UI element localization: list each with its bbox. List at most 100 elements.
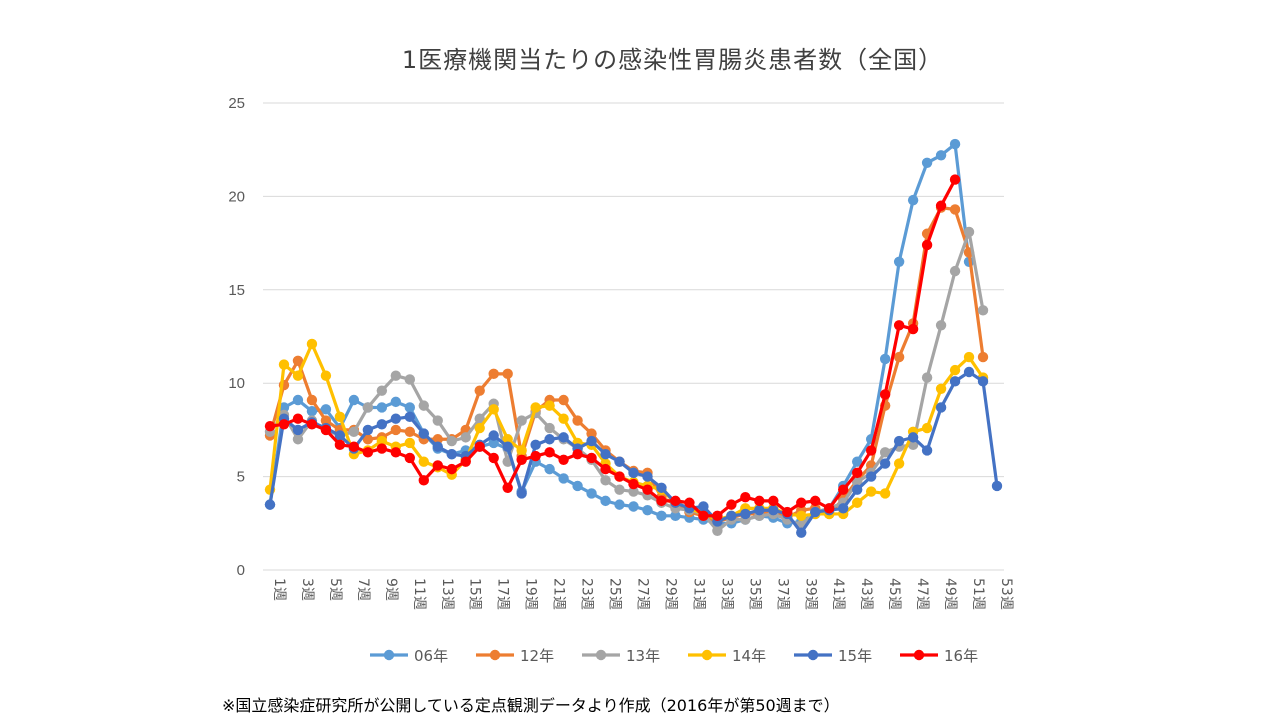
data-point: [390, 396, 402, 408]
data-point: [544, 400, 555, 411]
legend-marker-icon: [913, 649, 925, 661]
data-point: [320, 415, 332, 426]
series-5: [264, 366, 1003, 538]
x-tick-label: 31週: [690, 578, 706, 610]
data-point: [907, 432, 919, 443]
data-point: [432, 415, 443, 426]
data-point: [292, 434, 304, 445]
data-point: [949, 138, 961, 150]
data-point: [600, 463, 611, 475]
data-point: [474, 422, 485, 434]
data-point: [516, 454, 527, 465]
data-point: [935, 402, 947, 413]
data-point: [614, 499, 625, 510]
data-point: [614, 484, 625, 495]
data-point: [432, 441, 443, 452]
data-point: [754, 495, 765, 507]
data-point: [977, 305, 989, 316]
x-tick-label: 19週: [523, 578, 539, 610]
data-point: [963, 366, 975, 378]
footnote: ※国立感染症研究所が公開している定点観測データより作成（2016年が第50週まで…: [222, 696, 840, 715]
legend-item: 13年: [582, 647, 660, 665]
data-point: [670, 510, 681, 522]
x-tick-label: 3週: [299, 578, 315, 601]
data-point: [824, 503, 835, 514]
data-point: [446, 463, 457, 475]
x-tick-label: 9週: [383, 578, 399, 601]
data-point: [698, 501, 709, 512]
data-point: [586, 488, 597, 499]
x-tick-label: 17週: [495, 578, 511, 610]
y-tick-label: 5: [237, 469, 245, 486]
data-point: [879, 447, 891, 458]
data-point: [586, 435, 597, 447]
data-point: [558, 473, 569, 484]
data-point: [432, 434, 443, 445]
legend: 06年 12年 13年 14年 15年 16年: [370, 647, 978, 665]
data-point: [544, 463, 555, 475]
data-point: [362, 424, 374, 436]
data-point: [376, 402, 388, 413]
legend-marker-icon: [595, 649, 607, 661]
data-point: [502, 434, 513, 445]
data-point: [558, 413, 569, 424]
data-point: [558, 432, 569, 443]
data-point: [893, 320, 905, 331]
x-tick-label: 53週: [998, 578, 1014, 610]
data-point: [362, 434, 374, 445]
data-point: [949, 376, 961, 387]
data-point: [921, 372, 933, 383]
y-tick-label: 15: [228, 282, 245, 299]
data-point: [628, 501, 639, 512]
data-point: [544, 434, 555, 445]
data-point: [264, 420, 276, 432]
data-point: [488, 430, 499, 441]
data-point: [600, 475, 611, 486]
data-point: [851, 484, 863, 495]
data-point: [879, 488, 891, 499]
data-point: [754, 505, 765, 516]
data-point: [418, 475, 429, 486]
data-point: [376, 443, 388, 454]
y-axis-ticks: 0 5 10 15 20 25: [228, 95, 245, 579]
data-point: [572, 415, 583, 426]
x-tick-label: 45週: [886, 578, 902, 610]
data-point: [740, 491, 751, 503]
data-point: [796, 497, 807, 508]
data-point: [879, 458, 891, 469]
data-point: [418, 400, 429, 411]
data-point: [404, 374, 416, 385]
x-tick-label: 51週: [970, 578, 986, 610]
y-tick-label: 25: [228, 95, 245, 112]
data-point: [320, 370, 332, 381]
data-point: [418, 428, 429, 439]
data-point: [446, 448, 457, 460]
data-point: [893, 351, 905, 363]
data-point: [292, 394, 304, 406]
data-point: [963, 351, 975, 363]
chart-title: 1医療機関当たりの感染性胃腸炎患者数（全国）: [401, 46, 944, 74]
x-tick-label: 21週: [551, 578, 567, 610]
y-tick-label: 10: [228, 375, 245, 392]
data-point: [418, 456, 429, 467]
data-point: [935, 150, 947, 161]
data-point: [921, 239, 933, 251]
legend-marker-icon: [489, 649, 501, 661]
data-point: [362, 447, 374, 458]
data-point: [600, 448, 611, 460]
data-point: [488, 452, 499, 464]
data-point: [879, 353, 891, 365]
data-point: [558, 454, 569, 465]
data-point: [306, 419, 318, 430]
data-point: [278, 419, 290, 430]
data-point: [292, 355, 304, 366]
data-point: [949, 174, 961, 185]
data-point: [404, 402, 416, 413]
legend-label: 14年: [732, 647, 766, 665]
legend-label: 13年: [626, 647, 660, 665]
data-point: [516, 445, 527, 456]
legend-label: 06年: [414, 647, 448, 665]
x-tick-label: 11週: [411, 578, 427, 610]
data-point: [935, 383, 947, 395]
data-point: [907, 194, 919, 206]
